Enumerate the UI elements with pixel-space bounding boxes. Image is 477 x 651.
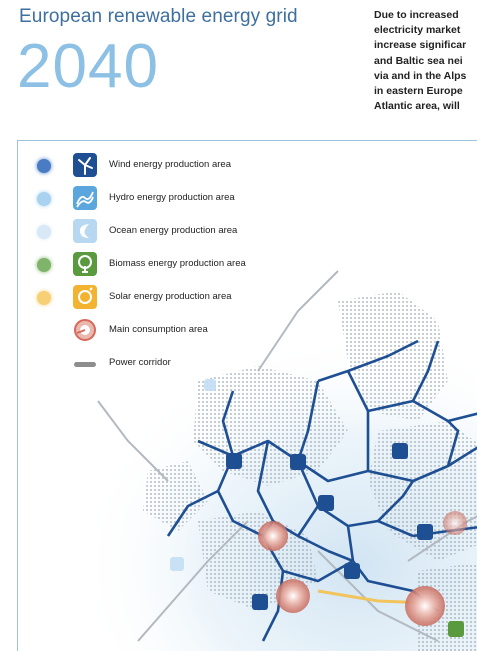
legend-item-hydro: Hydro energy production area [18, 186, 318, 212]
intro-line: Atlantic area, will [374, 100, 460, 113]
legend-item-biomass: Biomass energy production area [18, 252, 318, 278]
legend-label: Ocean energy production area [109, 225, 238, 236]
power-corridor-line [74, 362, 96, 367]
legend-label: Hydro energy production area [109, 192, 235, 203]
legend-label: Power corridor [109, 357, 171, 368]
legend-item-consumption: Main consumption area [18, 318, 318, 344]
legend-item-wind: Wind energy production area [18, 153, 318, 179]
intro-line: increase significar [374, 39, 467, 52]
biomass-marker [448, 621, 464, 637]
legend-label: Solar energy production area [109, 291, 232, 302]
ocean-wave-icon [73, 219, 97, 243]
wind-dot [37, 159, 51, 173]
intro-line: via and in the Alps [374, 69, 467, 82]
legend-label: Main consumption area [109, 324, 208, 335]
tree-icon [73, 252, 97, 276]
intro-line: in eastern Europe [374, 85, 463, 98]
consumption-areas [258, 511, 467, 626]
hydro-wave-icon [73, 186, 97, 210]
page-title: European renewable energy grid [19, 6, 298, 27]
grey-corridors [97, 270, 477, 642]
intro-line: electricity market [374, 24, 461, 37]
wind-markers [226, 443, 433, 610]
hydro-dot [37, 192, 51, 206]
legend-label: Biomass energy production area [109, 258, 246, 269]
biomass-dot [37, 258, 51, 272]
sun-icon [73, 285, 97, 309]
legend-item-solar: Solar energy production area [18, 285, 318, 311]
power-corridors [166, 339, 477, 642]
map-panel: Wind energy production area Hydro energy… [17, 140, 477, 651]
europe-map [18, 261, 477, 651]
ocean-dot [37, 225, 51, 239]
year-heading: 2040 [17, 32, 159, 101]
solar-dot [37, 291, 51, 305]
legend-label: Wind energy production area [109, 159, 231, 170]
intro-text: Due to increased electricity market incr… [374, 8, 477, 114]
legend-item-ocean: Ocean energy production area [18, 219, 318, 245]
intro-line: Due to increased [374, 9, 459, 21]
hydro-patches [170, 379, 216, 571]
wind-turbine-icon [73, 153, 97, 177]
legend-item-corridor: Power corridor [18, 351, 318, 377]
consumption-spiral-icon [73, 318, 97, 342]
intro-line: and Baltic sea nei [374, 54, 463, 67]
